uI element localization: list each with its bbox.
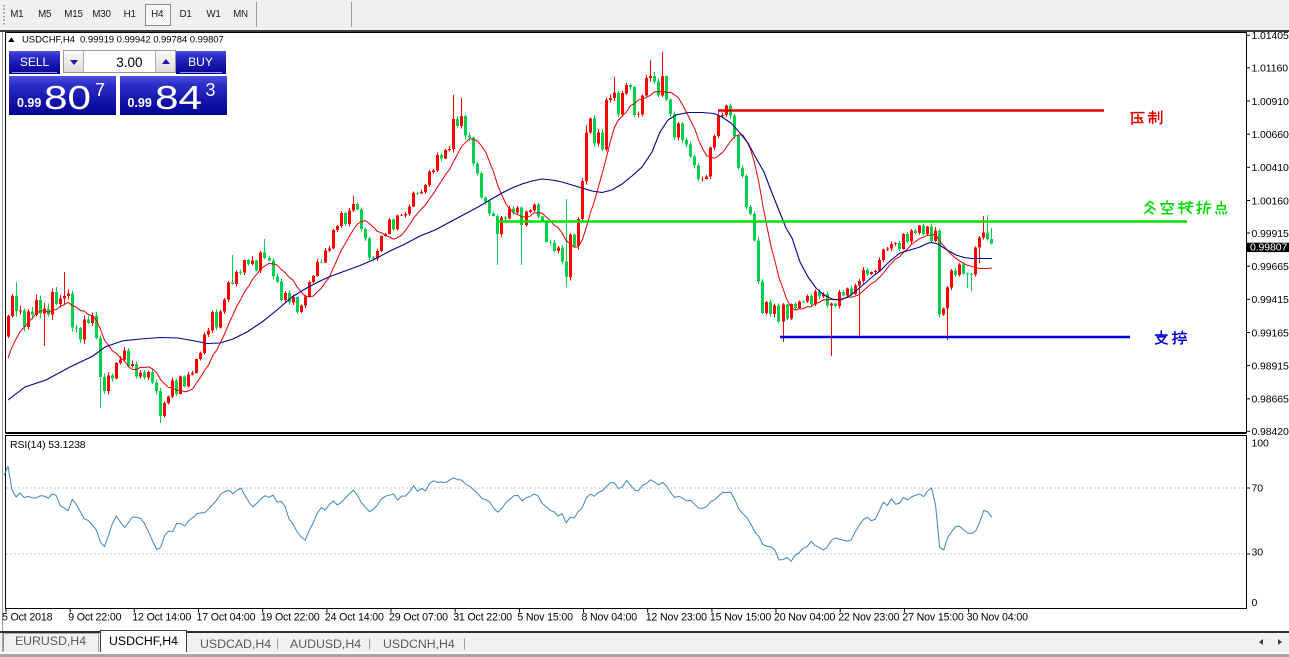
svg-text:27 Nov 15:00: 27 Nov 15:00 — [902, 612, 963, 624]
svg-text:17 Oct 04:00: 17 Oct 04:00 — [197, 612, 256, 624]
svg-text:1.00910: 1.00910 — [1252, 96, 1289, 108]
svg-text:24 Oct 14:00: 24 Oct 14:00 — [325, 612, 384, 624]
svg-text:8 Nov 04:00: 8 Nov 04:00 — [582, 612, 638, 624]
svg-text:5 Oct 2018: 5 Oct 2018 — [2, 612, 53, 624]
svg-text:15 Nov 15:00: 15 Nov 15:00 — [710, 612, 771, 624]
svg-text:0.99807: 0.99807 — [1250, 242, 1288, 254]
svg-text:19 Oct 22:00: 19 Oct 22:00 — [261, 612, 320, 624]
svg-text:1.01405: 1.01405 — [1252, 30, 1289, 42]
svg-text:RSI(14) 53.1238: RSI(14) 53.1238 — [10, 439, 86, 451]
svg-text:12 Nov 23:00: 12 Nov 23:00 — [646, 612, 707, 624]
svg-text:0.98665: 0.98665 — [1252, 394, 1289, 406]
svg-text:20 Nov 04:00: 20 Nov 04:00 — [774, 612, 835, 624]
svg-text:31 Oct 22:00: 31 Oct 22:00 — [453, 612, 512, 624]
svg-text:1.01160: 1.01160 — [1252, 63, 1289, 75]
svg-text:22 Nov 23:00: 22 Nov 23:00 — [838, 612, 899, 624]
svg-text:30: 30 — [1252, 547, 1264, 559]
svg-text:100: 100 — [1252, 438, 1269, 450]
svg-text:9 Oct 22:00: 9 Oct 22:00 — [68, 612, 121, 624]
svg-text:12 Oct 14:00: 12 Oct 14:00 — [132, 612, 191, 624]
svg-text:USDCHF,H4 0.99919 0.99942 0.9: USDCHF,H4 0.99919 0.99942 0.99784 0.9980… — [22, 34, 224, 45]
svg-text:5 Nov 15:00: 5 Nov 15:00 — [517, 612, 573, 624]
svg-text:0.99915: 0.99915 — [1252, 228, 1289, 240]
svg-text:1.00410: 1.00410 — [1252, 162, 1289, 174]
svg-text:0.99165: 0.99165 — [1252, 327, 1289, 339]
svg-text:29 Oct 07:00: 29 Oct 07:00 — [389, 612, 448, 624]
svg-text:0.98915: 0.98915 — [1252, 360, 1289, 372]
svg-text:0.99415: 0.99415 — [1252, 294, 1289, 306]
svg-text:1.00660: 1.00660 — [1252, 129, 1289, 141]
svg-text:1.00160: 1.00160 — [1252, 195, 1289, 207]
svg-text:30 Nov 04:00: 30 Nov 04:00 — [967, 612, 1028, 624]
svg-text:0: 0 — [1252, 597, 1258, 609]
svg-text:0.99665: 0.99665 — [1252, 261, 1289, 273]
svg-text:70: 70 — [1252, 483, 1264, 495]
svg-text:0.98420: 0.98420 — [1252, 426, 1289, 438]
